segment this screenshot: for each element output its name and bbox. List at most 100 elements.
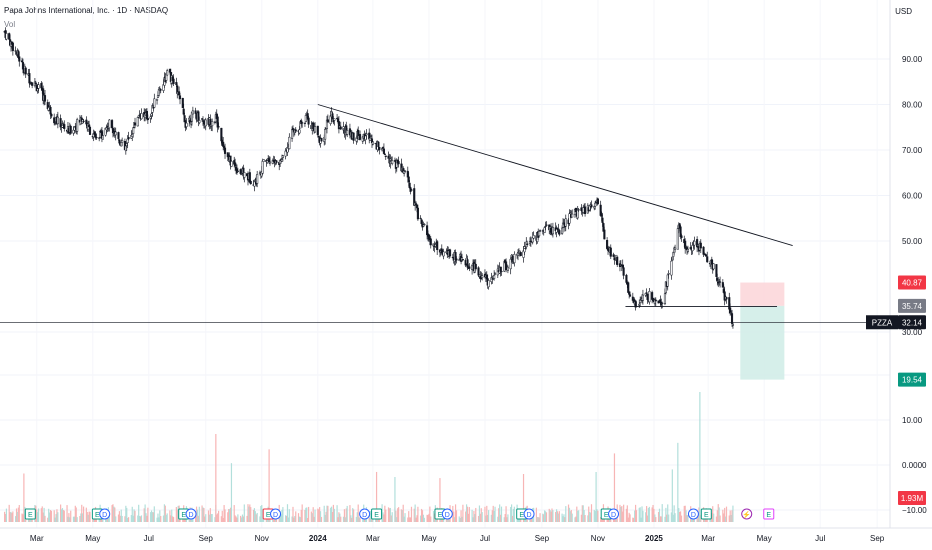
volume-bar bbox=[66, 505, 68, 522]
volume-bar bbox=[652, 504, 654, 522]
volume-bar bbox=[340, 516, 342, 522]
volume-bar bbox=[697, 515, 699, 522]
volume-bar bbox=[717, 504, 719, 522]
volume-bar bbox=[204, 516, 206, 522]
volume-bar bbox=[474, 514, 476, 522]
volume-bar bbox=[222, 517, 224, 522]
dividend-icon[interactable]: D bbox=[523, 508, 535, 520]
marker-glyph: E bbox=[438, 512, 443, 519]
marker-glyph: D bbox=[691, 512, 696, 519]
volume-bar bbox=[711, 512, 713, 522]
x-tick-label: Mar bbox=[30, 534, 44, 543]
dividend-icon[interactable]: D bbox=[687, 508, 699, 520]
candle-body bbox=[324, 129, 327, 140]
dividend-icon[interactable]: D bbox=[441, 508, 453, 520]
candle-body bbox=[369, 137, 372, 141]
volume-bar bbox=[468, 507, 470, 522]
volume-bar bbox=[581, 505, 583, 522]
volume-spike bbox=[394, 477, 396, 522]
volume-bar bbox=[260, 505, 262, 522]
marker-shape bbox=[741, 508, 753, 520]
candle-body bbox=[243, 172, 246, 178]
candle-body bbox=[320, 137, 323, 142]
volume-bar bbox=[629, 514, 631, 522]
candle-body bbox=[719, 281, 722, 283]
volume-bar bbox=[108, 513, 110, 522]
candle-body bbox=[387, 155, 390, 159]
dividend-icon[interactable]: D bbox=[185, 508, 197, 520]
volume-bar bbox=[674, 513, 676, 522]
candle-body bbox=[37, 84, 40, 89]
volume-bar bbox=[49, 510, 52, 522]
earnings-icon[interactable]: E bbox=[371, 508, 383, 520]
volume-bar bbox=[542, 513, 544, 522]
volume-bar bbox=[287, 517, 290, 522]
volume-bar bbox=[692, 517, 695, 522]
candle-body bbox=[429, 238, 432, 246]
candle-body bbox=[569, 212, 572, 214]
dividend-icon[interactable]: D bbox=[359, 508, 371, 520]
volume-bar bbox=[137, 515, 139, 522]
volume-bar bbox=[576, 506, 578, 522]
candle-body bbox=[197, 111, 200, 122]
candle-body bbox=[538, 231, 541, 237]
volume-bar bbox=[543, 514, 545, 522]
candle-body bbox=[294, 129, 297, 132]
candle-body bbox=[131, 133, 134, 137]
volume-bar bbox=[294, 515, 296, 522]
volume-bar bbox=[326, 505, 328, 522]
earnings-icon[interactable]: E bbox=[763, 508, 775, 520]
candle-body bbox=[651, 297, 655, 301]
volume-bar bbox=[680, 515, 683, 522]
candle-body bbox=[125, 143, 128, 146]
volume-bar bbox=[324, 514, 326, 522]
volume-bar bbox=[409, 517, 412, 522]
marker-shape bbox=[763, 508, 775, 520]
candle-body bbox=[331, 113, 334, 119]
candle-body bbox=[137, 115, 140, 118]
volume-bar bbox=[389, 507, 391, 522]
candle-body bbox=[593, 206, 596, 209]
volume-bar bbox=[106, 517, 109, 522]
volume-bar bbox=[503, 517, 505, 522]
volume-bar bbox=[229, 509, 231, 522]
split-icon[interactable]: ⚡ bbox=[741, 508, 753, 520]
candle-body bbox=[217, 126, 220, 128]
volume-bar bbox=[730, 514, 732, 522]
candle-body bbox=[666, 274, 669, 287]
candle-body bbox=[101, 135, 104, 140]
dividend-icon[interactable]: D bbox=[608, 508, 620, 520]
volume-bar bbox=[408, 511, 410, 522]
volume-bar bbox=[552, 510, 554, 522]
volume-bar bbox=[88, 511, 90, 522]
earnings-icon[interactable]: E bbox=[700, 508, 712, 520]
x-tick-label: Sep bbox=[535, 534, 550, 543]
currency-label[interactable]: USD bbox=[895, 7, 912, 16]
marker-glyph: E bbox=[704, 512, 709, 519]
volume-bar bbox=[429, 506, 431, 522]
marker-glyph: D bbox=[362, 512, 367, 519]
candle-body bbox=[671, 257, 674, 261]
candle-body bbox=[301, 122, 304, 124]
volume-bar bbox=[551, 508, 553, 522]
price-tick: 70.00 bbox=[902, 146, 923, 155]
candle-body bbox=[670, 260, 673, 276]
volume-bar bbox=[157, 513, 159, 522]
volume-bar bbox=[150, 510, 153, 522]
candle-body bbox=[50, 113, 53, 117]
dividend-icon[interactable]: D bbox=[270, 508, 282, 520]
candle-body bbox=[419, 217, 422, 220]
volume-bar bbox=[653, 508, 655, 522]
volume-bar bbox=[146, 515, 148, 522]
candle-body bbox=[132, 127, 135, 134]
volume-bar bbox=[555, 509, 558, 522]
earnings-icon[interactable]: E bbox=[24, 508, 36, 520]
marker-glyph: E bbox=[519, 512, 524, 519]
candle-body bbox=[551, 227, 554, 235]
dividend-icon[interactable]: D bbox=[99, 508, 111, 520]
volume-bar bbox=[338, 512, 340, 522]
volume-bar bbox=[23, 473, 25, 522]
x-tick-label: Jul bbox=[815, 534, 825, 543]
